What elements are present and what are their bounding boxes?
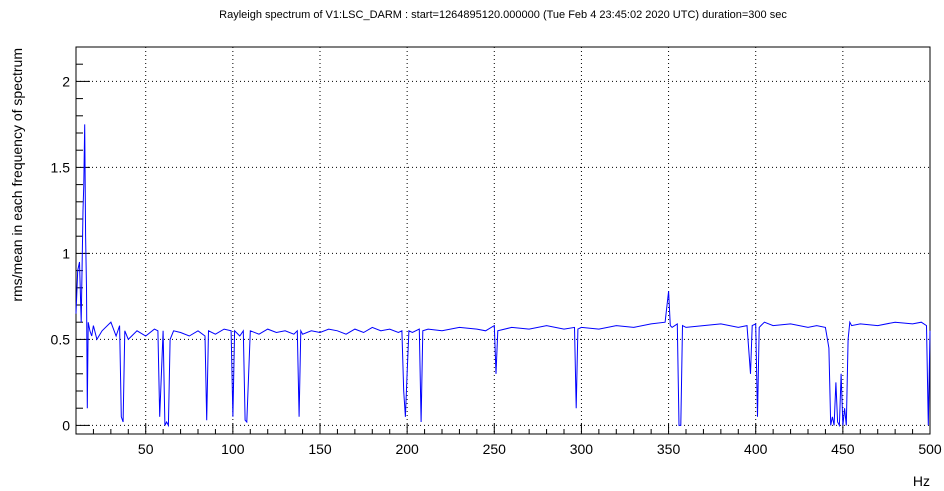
x-tick-label: 350	[657, 441, 681, 457]
x-tick-label: 150	[308, 441, 332, 457]
y-tick-label: 2	[62, 73, 70, 89]
x-tick-label: 200	[395, 441, 419, 457]
y-tick-label: 1.5	[51, 159, 71, 175]
y-tick-label: 0.5	[51, 331, 71, 347]
x-tick-label: 300	[570, 441, 594, 457]
series-group	[75, 124, 931, 428]
x-tick-label: 400	[744, 441, 768, 457]
y-tick-label: 1	[62, 245, 70, 261]
x-tick-label: 250	[483, 441, 507, 457]
x-tick-label: 500	[918, 441, 942, 457]
y-tick-label: 0	[62, 417, 70, 433]
axis-ticks: 50 100 150 200 250 300 350 400 450 500 0 0.5 1 1.5 2	[51, 46, 942, 457]
series-line	[75, 124, 931, 428]
plot-frame	[75, 46, 931, 435]
grid-lines	[76, 47, 931, 434]
y-axis-label: rms/mean in each frequency of spectrum	[9, 48, 25, 302]
x-axis-label: Hz	[913, 473, 930, 489]
x-tick-label: 450	[831, 441, 855, 457]
x-tick-label: 100	[221, 441, 245, 457]
chart-title: Rayleigh spectrum of V1:LSC_DARM : start…	[219, 9, 787, 21]
x-tick-label: 50	[138, 441, 154, 457]
